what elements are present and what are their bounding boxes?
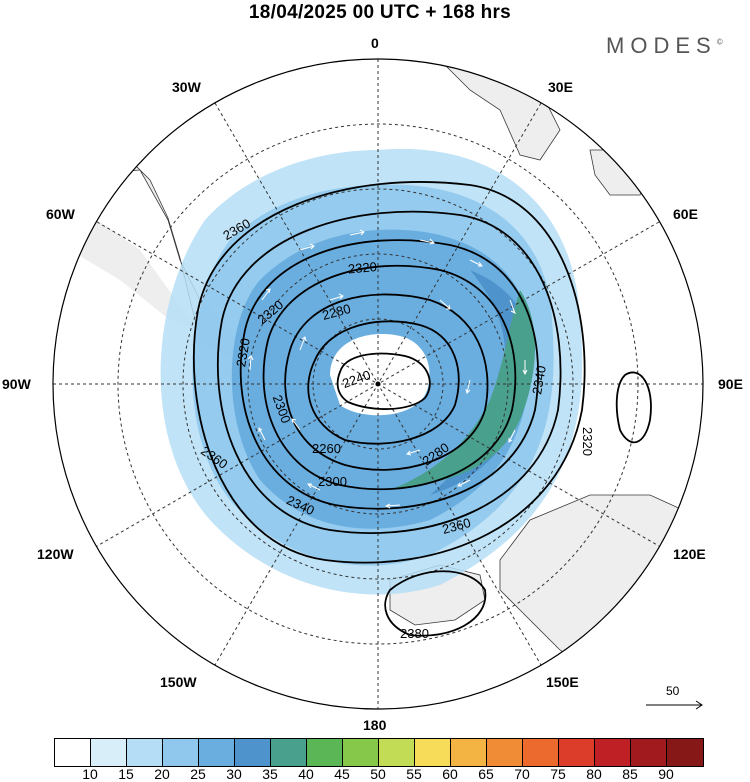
- contour-2380-east: [615, 371, 652, 444]
- colorbar-swatch: [91, 739, 127, 766]
- colorbar-swatch: [235, 739, 271, 766]
- colorbar-swatch: [559, 739, 595, 766]
- polar-vortex-core: [330, 334, 430, 416]
- colorbar-swatch: [379, 739, 415, 766]
- reference-vector-value: 50: [666, 684, 680, 698]
- longitude-label-60w: 60W: [46, 206, 75, 222]
- map-boundary: [52, 58, 704, 710]
- contour-2240: [336, 352, 431, 410]
- copyright-mark: ©: [716, 37, 723, 47]
- contour-label: 2320: [233, 337, 253, 368]
- colorbar-tick-label: 80: [586, 766, 602, 782]
- colorbar: [54, 738, 704, 767]
- colorbar-tick-label: 40: [298, 766, 314, 782]
- longitude-label-30e: 30E: [548, 79, 573, 95]
- contour-2260: [307, 320, 460, 445]
- land-australia: [499, 494, 703, 701]
- map-disc: 2360 2320 2320 2320 2280 2240 2300 2260 …: [53, 59, 703, 709]
- contour-label: 2320: [347, 259, 377, 276]
- colorbar-tick-label: 30: [226, 766, 242, 782]
- contour-label: 2320: [580, 427, 595, 456]
- colorbar-tick-label: 45: [334, 766, 350, 782]
- colorbar-tick-label: 60: [442, 766, 458, 782]
- colorbar-swatch: [271, 739, 307, 766]
- colorbar-swatch: [163, 739, 199, 766]
- colorbar-tick-label: 35: [262, 766, 278, 782]
- colorbar-ticks: 10 15 20 25 30 35 40 45 50 55 60 65 70 75 80 85 90: [54, 766, 704, 782]
- colorbar-swatch: [55, 739, 91, 766]
- contour-label: 2360: [440, 515, 472, 537]
- contour-2340: [216, 210, 562, 534]
- land-madagascar: [589, 149, 651, 196]
- colorbar-swatch: [487, 739, 523, 766]
- longitude-label-0: 0: [371, 35, 379, 51]
- longitude-label-150e: 150E: [546, 674, 579, 690]
- brand-text: MODES: [606, 33, 717, 58]
- land-africa: [439, 59, 561, 161]
- colorbar-swatch: [523, 739, 559, 766]
- colorbar-tick-label: 90: [658, 766, 674, 782]
- colorbar-tick-label: 50: [370, 766, 386, 782]
- wind-shading-40: [390, 290, 535, 490]
- colorbar-swatch: [307, 739, 343, 766]
- longitude-label-90e: 90E: [718, 376, 743, 392]
- colorbar-swatch: [451, 739, 487, 766]
- contour-label: 2340: [529, 364, 549, 395]
- wind-vectors: [247, 229, 528, 509]
- colorbar-tick-label: 55: [406, 766, 422, 782]
- colorbar-tick-label: 75: [550, 766, 566, 782]
- height-contours: [192, 181, 652, 637]
- longitude-label-120e: 120E: [673, 546, 706, 562]
- longitude-label-180: 180: [363, 717, 387, 733]
- colorbar-tick-label: 15: [118, 766, 134, 782]
- colorbar-swatch: [667, 739, 703, 766]
- south-pole-marker: [375, 381, 381, 387]
- contour-2360: [192, 181, 586, 564]
- colorbar-swatch: [199, 739, 235, 766]
- contour-label: 2260: [312, 441, 341, 456]
- colorbar-swatch: [595, 739, 631, 766]
- contour-label: 2380: [400, 626, 429, 641]
- colorbar-tick-label: 70: [514, 766, 530, 782]
- colorbar-tick-label: 25: [190, 766, 206, 782]
- modes-brand-logo: MODES©: [606, 33, 723, 59]
- contour-2300: [262, 264, 517, 491]
- longitude-label-30w: 30W: [172, 79, 201, 95]
- contour-2380-south: [384, 570, 487, 637]
- longitude-label-150w: 150W: [160, 674, 197, 690]
- longitude-label-60e: 60E: [673, 206, 698, 222]
- longitude-label-90w: 90W: [2, 376, 31, 392]
- colorbar-swatch: [343, 739, 379, 766]
- colorbar-tick-label: 65: [478, 766, 494, 782]
- reference-vector-arrow: [646, 700, 703, 710]
- contour-2320: [239, 239, 539, 510]
- colorbar-tick-label: 85: [622, 766, 638, 782]
- map-title: 18/04/2025 00 UTC + 168 hrs: [248, 2, 512, 23]
- colorbar-swatch: [415, 739, 451, 766]
- contour-label: 2300: [318, 474, 347, 489]
- contour-label: 2280: [320, 301, 352, 323]
- colorbar-swatch: [127, 739, 163, 766]
- colorbar-tick-label: 20: [154, 766, 170, 782]
- longitude-label-120w: 120W: [37, 546, 74, 562]
- contour-2280: [284, 293, 489, 471]
- colorbar-swatch: [631, 739, 667, 766]
- colorbar-tick-label: 10: [82, 766, 98, 782]
